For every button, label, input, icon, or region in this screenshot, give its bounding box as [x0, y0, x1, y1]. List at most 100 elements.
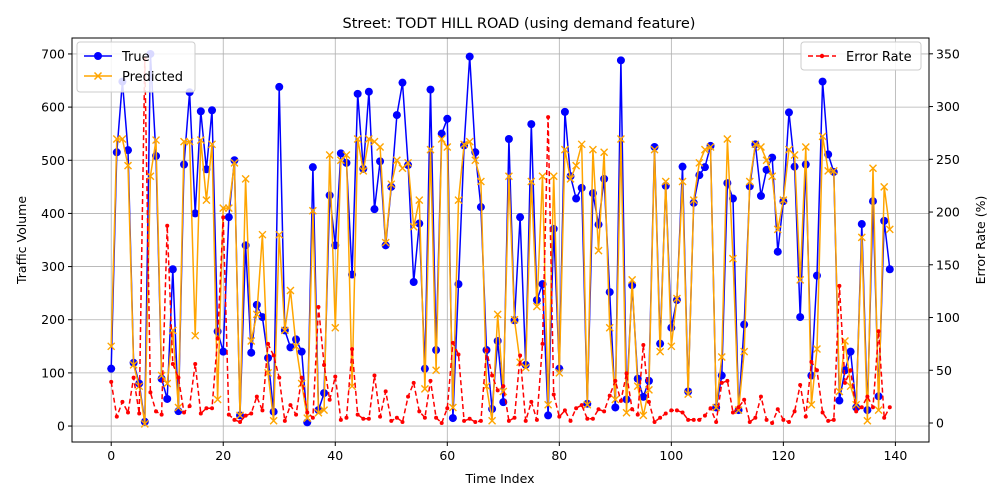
- data-point: [359, 166, 368, 175]
- data-point: [448, 403, 457, 412]
- data-point: [546, 115, 551, 120]
- data-point: [187, 404, 192, 409]
- data-point: [210, 406, 215, 411]
- data-point: [439, 421, 444, 426]
- data-point: [756, 142, 765, 151]
- data-point: [208, 106, 217, 115]
- data-point: [768, 172, 777, 181]
- data-point: [299, 375, 304, 380]
- legend-error-label: Error Rate: [846, 50, 912, 65]
- data-point: [730, 410, 735, 415]
- data-point: [639, 392, 648, 401]
- data-point: [857, 233, 866, 242]
- data-point: [443, 142, 452, 151]
- data-point: [885, 265, 894, 274]
- x-tick-label: 20: [215, 448, 231, 463]
- data-point: [635, 412, 640, 417]
- plot-frame: [71, 37, 930, 443]
- data-point: [770, 421, 775, 426]
- data-point: [426, 85, 435, 94]
- data-point: [426, 145, 435, 154]
- data-point: [277, 375, 282, 380]
- data-point: [387, 180, 396, 189]
- data-point: [159, 412, 164, 417]
- data-point: [790, 150, 799, 159]
- data-point: [865, 394, 870, 399]
- data-point: [381, 241, 390, 250]
- data-point: [523, 418, 528, 423]
- data-point: [667, 342, 676, 351]
- data-point: [204, 406, 209, 411]
- data-point: [616, 135, 625, 143]
- data-point: [168, 265, 177, 274]
- data-point: [364, 87, 373, 96]
- data-point: [585, 416, 590, 421]
- data-point: [835, 387, 844, 396]
- data-point: [275, 230, 284, 239]
- data-point: [280, 326, 289, 335]
- legend-error-marker: [819, 53, 825, 59]
- data-point: [594, 246, 603, 255]
- data-point: [168, 326, 177, 335]
- data-point: [196, 136, 205, 145]
- data-point: [521, 363, 530, 372]
- data-point: [448, 414, 457, 423]
- data-point: [215, 336, 220, 341]
- data-point: [258, 313, 267, 322]
- data-point: [848, 368, 853, 373]
- data-point: [818, 77, 827, 86]
- data-point: [602, 409, 607, 414]
- data-point: [768, 153, 777, 162]
- data-point: [163, 394, 172, 403]
- y-tick-label: 700: [41, 46, 65, 61]
- data-point: [361, 416, 366, 421]
- data-point: [538, 172, 547, 181]
- data-point: [462, 418, 467, 423]
- data-point: [495, 388, 500, 393]
- data-point: [499, 387, 508, 396]
- data-point: [437, 129, 446, 138]
- x-tick-label: 60: [439, 448, 455, 463]
- data-point: [305, 410, 310, 415]
- data-point: [544, 411, 553, 420]
- data-point: [107, 364, 116, 373]
- data-point: [434, 415, 439, 420]
- data-point: [152, 136, 161, 145]
- data-point: [594, 220, 603, 229]
- chart-title: Street: TODT HILL ROAD (using demand fea…: [343, 16, 696, 32]
- grid: [72, 38, 929, 442]
- data-point: [792, 409, 797, 414]
- data-point: [753, 415, 758, 420]
- data-point: [355, 412, 360, 417]
- legend-left: True Predicted: [76, 41, 196, 93]
- data-point: [331, 323, 340, 332]
- y-tick-label: 0: [57, 419, 65, 434]
- data-point: [392, 111, 401, 120]
- data-point: [202, 196, 211, 205]
- data-point: [350, 347, 355, 352]
- data-point: [583, 400, 592, 409]
- data-point: [764, 417, 769, 422]
- data-point: [165, 223, 170, 228]
- data-point: [882, 415, 887, 420]
- data-point: [236, 411, 245, 420]
- data-point: [650, 142, 659, 151]
- data-point: [852, 400, 861, 409]
- series-true: [107, 49, 894, 427]
- data-point: [344, 415, 349, 420]
- data-point: [697, 417, 702, 422]
- data-point: [286, 343, 295, 352]
- data-point: [880, 216, 889, 225]
- data-point: [292, 342, 301, 351]
- legend-right: Error Rate: [800, 41, 922, 71]
- legend-predicted-label: Predicted: [122, 70, 183, 85]
- data-point: [247, 337, 256, 345]
- data-point: [745, 177, 754, 186]
- data-point: [322, 362, 327, 367]
- y-tick-label: 100: [41, 365, 65, 380]
- data-point: [656, 347, 665, 356]
- x-tick-label: 0: [107, 448, 115, 463]
- data-point: [680, 410, 685, 415]
- data-point: [467, 416, 472, 421]
- data-point: [616, 56, 625, 65]
